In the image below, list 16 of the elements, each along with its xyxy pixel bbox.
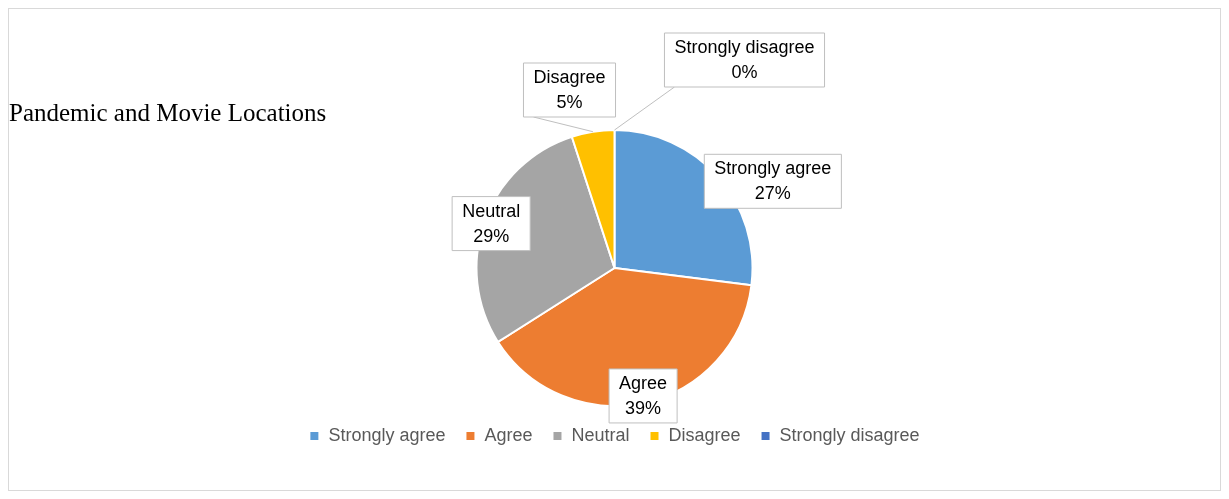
legend-label: Agree (484, 424, 533, 445)
data-label: 39% (625, 397, 662, 418)
text: 0% (731, 61, 758, 82)
slice-label: Agree (619, 372, 668, 393)
legend-label: Neutral (571, 424, 630, 445)
category-label: Strongly disagree (674, 36, 815, 57)
slice-label: Neutral (462, 200, 521, 221)
data-label: 5% (556, 91, 583, 112)
data-label: 29% (473, 225, 510, 246)
legend-label: Strongly disagree (779, 424, 920, 445)
legend-label: Strongly agree (328, 424, 446, 445)
legend-label: Disagree (668, 424, 741, 445)
data-label: 27% (754, 183, 791, 204)
text: Pandemic and Movie Locations (9, 98, 327, 126)
slice-label: Disagree (533, 66, 606, 87)
slice-label: Strongly agree (714, 158, 832, 179)
